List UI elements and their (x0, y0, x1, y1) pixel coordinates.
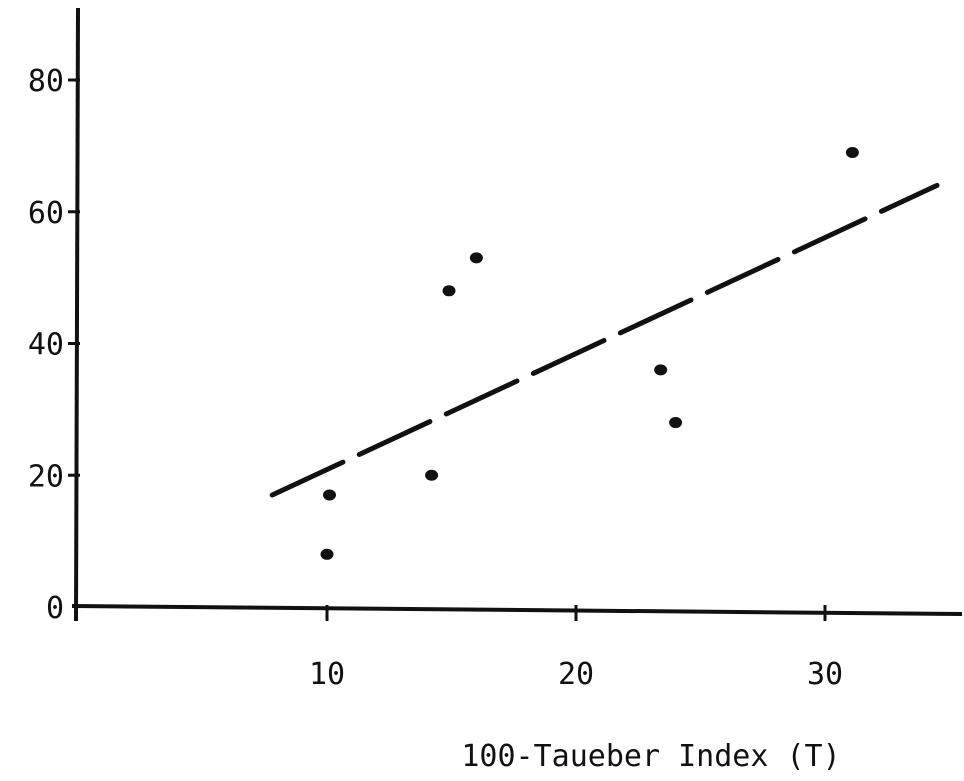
y-tick-label: 60 (28, 196, 64, 231)
y-tick-label: 40 (28, 328, 64, 363)
x-tick-label: 30 (807, 657, 843, 692)
data-point (320, 548, 334, 560)
data-point (669, 417, 683, 429)
y-axis-ticks: 0 20 40 60 80 (28, 64, 80, 626)
x-tick-label: 20 (558, 657, 594, 692)
data-point (845, 146, 859, 158)
data-point (654, 364, 668, 376)
data-point (442, 285, 456, 297)
x-tick-label: 10 (309, 657, 345, 692)
plot-area: 0 20 40 60 80 10 20 30 (28, 7, 963, 692)
y-tick-label: 0 (46, 591, 64, 626)
y-tick-label: 20 (28, 459, 64, 494)
data-point (425, 469, 439, 481)
y-tick-label: 80 (28, 64, 64, 99)
x-axis (71, 604, 963, 616)
y-axis (74, 7, 80, 622)
x-axis-title: 100-Taueber Index (T) (461, 739, 840, 774)
data-point (322, 489, 336, 501)
data-point (469, 252, 483, 264)
x-axis-ticks: 10 20 30 (309, 605, 843, 692)
data-points (320, 146, 859, 560)
trend-line (269, 182, 940, 498)
